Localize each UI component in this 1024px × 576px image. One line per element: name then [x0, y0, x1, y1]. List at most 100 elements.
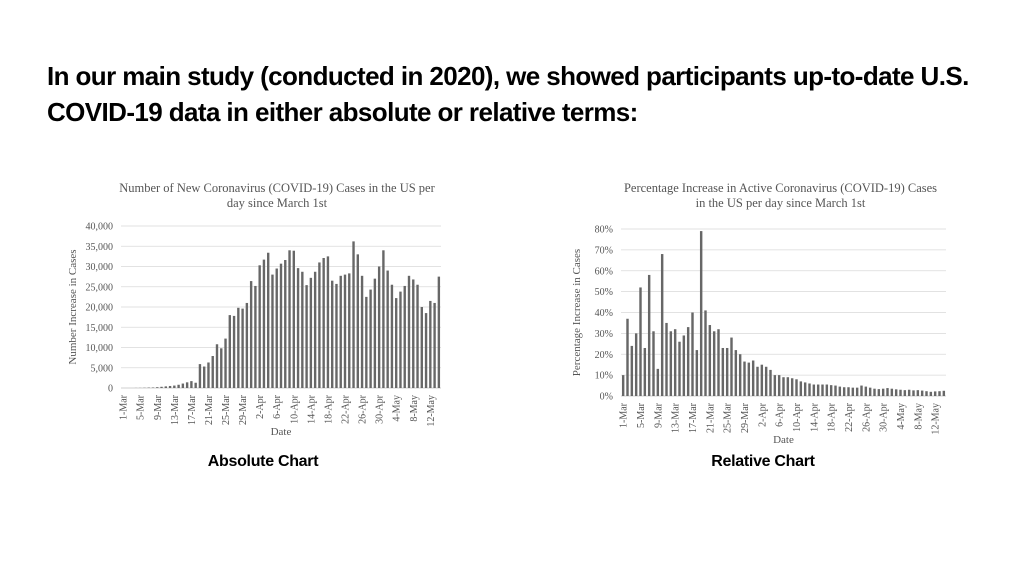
bar [224, 338, 227, 388]
y-tick-label: 10,000 [86, 343, 114, 354]
bar [177, 384, 180, 388]
bar [899, 389, 902, 396]
bar [390, 284, 394, 388]
x-tick-label: 9-Mar [653, 402, 664, 428]
bar [881, 388, 885, 396]
bar [890, 388, 894, 396]
bar [708, 325, 712, 396]
bar [907, 389, 911, 396]
x-tick-label: 4-May [392, 395, 403, 422]
bar [673, 329, 677, 396]
y-tick-label: 40% [595, 308, 613, 319]
bar [237, 307, 240, 388]
bar [786, 377, 790, 396]
bar [249, 281, 253, 388]
x-tick-label: 22-Apr [844, 402, 855, 432]
y-tick-label: 70% [595, 245, 613, 256]
bar [215, 344, 219, 388]
bar [686, 327, 690, 396]
bar [730, 337, 733, 396]
bar [356, 254, 359, 388]
bar [348, 273, 351, 388]
bar [313, 271, 317, 388]
x-tick-label: 6-Apr [272, 394, 283, 419]
x-tick-label: 29-Mar [238, 394, 249, 425]
y-tick-label: 40,000 [86, 222, 114, 233]
bar [816, 384, 820, 396]
bar [292, 250, 295, 388]
bar [838, 386, 842, 396]
x-tick-label: 13-Mar [170, 394, 181, 425]
y-axis-label: Percentage Increase in Cases [571, 249, 583, 376]
bar [228, 315, 231, 388]
y-tick-label: 0% [600, 392, 613, 403]
bar [760, 364, 764, 396]
bar [851, 387, 855, 396]
bar [894, 389, 898, 396]
bar [420, 307, 423, 388]
bar [639, 287, 642, 396]
bar [331, 280, 334, 388]
bar [734, 350, 738, 396]
bar [437, 276, 441, 388]
y-tick-label: 20% [595, 350, 613, 361]
x-tick-label: 6-Apr [775, 402, 786, 427]
x-tick-label: 10-Apr [792, 402, 803, 432]
bar [929, 391, 933, 396]
x-tick-label: 9-Mar [153, 394, 164, 420]
bar [284, 260, 287, 388]
bar [190, 381, 193, 388]
bar [834, 385, 837, 396]
bar [407, 275, 411, 388]
bar [916, 390, 920, 396]
bar [665, 322, 668, 396]
bar [262, 259, 266, 388]
y-axis-label: Number Increase in Cases [67, 249, 79, 364]
x-tick-label: 18-Apr [323, 394, 334, 424]
x-tick-label: 13-Mar [671, 402, 682, 433]
bar [211, 356, 214, 388]
x-tick-label: 2-Apr [757, 402, 768, 427]
y-tick-label: 80% [595, 225, 613, 236]
x-tick-label: 8-May [409, 395, 420, 422]
bar [429, 300, 432, 388]
bar [808, 383, 811, 396]
bar [847, 387, 850, 396]
bar [185, 382, 189, 388]
bar [365, 296, 368, 388]
bar [751, 360, 755, 396]
bar [721, 347, 725, 396]
bar [232, 315, 236, 388]
bar [164, 386, 167, 388]
bar [339, 275, 342, 388]
bar [738, 354, 742, 396]
x-tick-label: 5-Mar [636, 402, 647, 428]
slide-headline: In our main study (conducted in 2020), w… [47, 61, 969, 127]
x-tick-label: 12-May [426, 395, 437, 427]
bar [275, 268, 278, 388]
bar [386, 270, 389, 388]
bar [279, 263, 283, 388]
bar [203, 366, 206, 388]
bar [643, 347, 647, 396]
bar [258, 265, 261, 388]
bar [678, 341, 681, 396]
x-tick-label: 12-May [931, 403, 942, 435]
bar [812, 384, 816, 396]
bar [747, 362, 751, 396]
bar [699, 231, 703, 396]
bar [168, 385, 172, 388]
bar [322, 257, 325, 388]
bar [160, 386, 163, 388]
y-tick-label: 10% [595, 371, 613, 382]
bar [403, 285, 406, 388]
bar [743, 361, 746, 396]
bar [309, 277, 313, 388]
x-tick-label: 18-Apr [827, 402, 838, 432]
bar [652, 331, 655, 396]
x-tick-label: 29-Mar [740, 402, 751, 433]
bar [660, 254, 664, 396]
y-tick-label: 20,000 [86, 303, 114, 314]
bar [377, 266, 381, 388]
bar [868, 387, 872, 396]
